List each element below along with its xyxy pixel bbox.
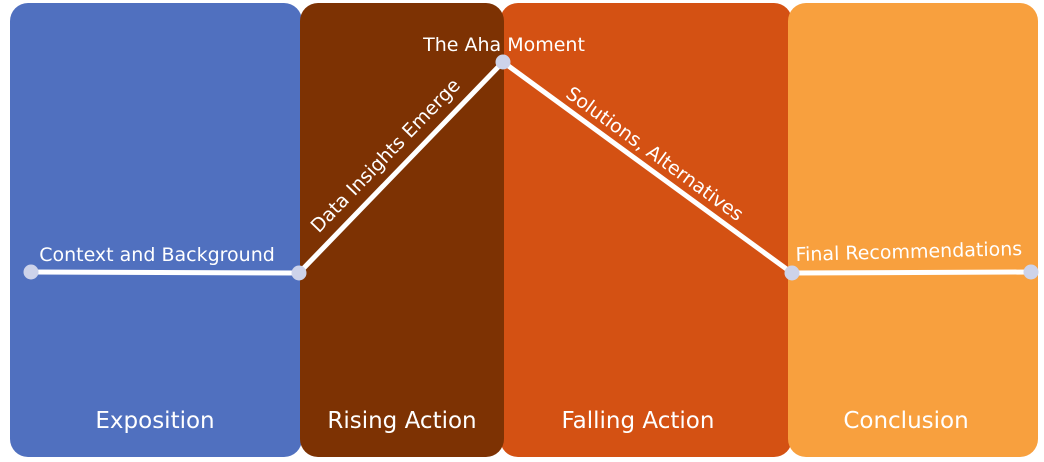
arc-point-falling	[784, 265, 800, 281]
segment-label-insights: Data Insights Emerge	[307, 74, 465, 237]
stage-label-conclusion: Conclusion	[843, 408, 969, 434]
stage-label-falling-action: Falling Action	[561, 408, 715, 434]
arc-point-peak	[495, 54, 511, 70]
arc-point-start	[23, 264, 39, 280]
stage-label-exposition: Exposition	[95, 408, 215, 434]
rising-action-panel	[300, 3, 504, 457]
exposition-panel	[10, 3, 302, 457]
segment-label-solutions: Solutions, Alternatives	[562, 82, 748, 225]
conclusion-panel	[788, 3, 1038, 457]
arc-point-end	[1023, 264, 1039, 280]
segment-label-aha: The Aha Moment	[422, 34, 585, 56]
arc-point-rising	[291, 265, 307, 281]
stage-label-rising-action: Rising Action	[327, 408, 477, 434]
segment-label-context: Context and Background	[39, 244, 275, 266]
falling-action-panel	[500, 3, 792, 457]
segment-label-recommendations: Final Recommendations	[795, 238, 1022, 266]
